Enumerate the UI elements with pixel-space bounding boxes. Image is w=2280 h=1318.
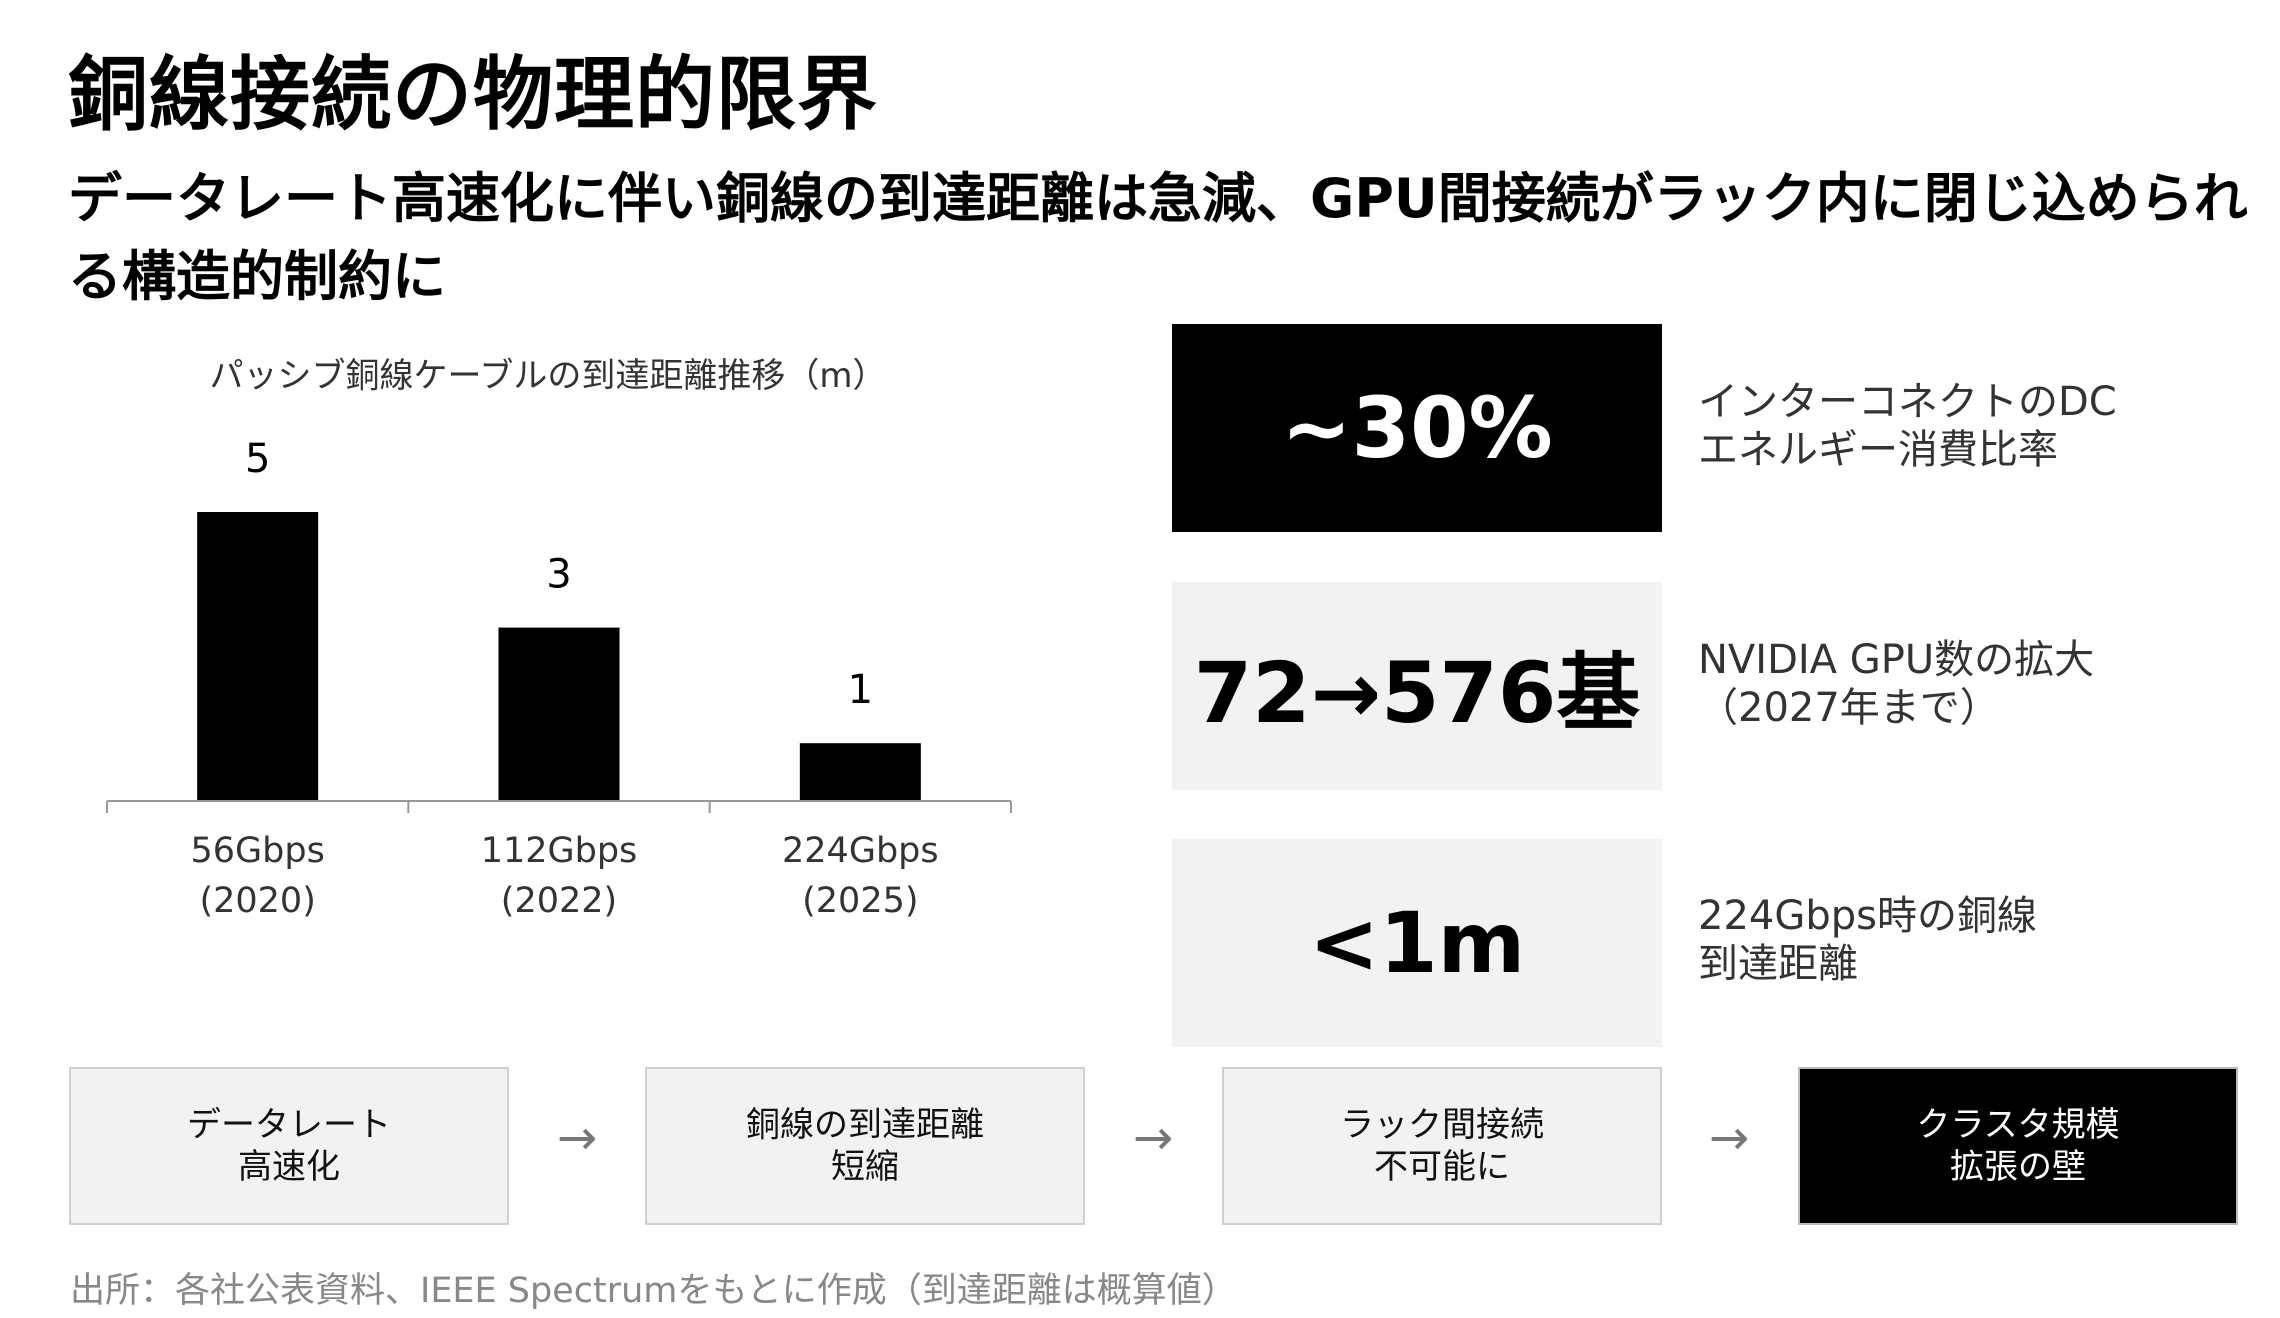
flow-line: 高速化 (238, 1147, 340, 1187)
page-subtitle: データレート高速化に伴い銅線の到達距離は急減、GPU間接続がラック内に閉じ込めら… (68, 167, 2248, 308)
bar (799, 743, 921, 801)
x-tick-label: 112Gbps (481, 831, 638, 871)
stat-box-gpu: 72→576基 (1172, 582, 1662, 790)
flow-line: 不可能に (1374, 1147, 1510, 1187)
stat-value: <1m (1308, 894, 1526, 992)
stat-desc-energy: インターコネクトのDC エネルギー消費比率 (1698, 379, 2117, 473)
data-label: 5 (245, 436, 270, 482)
flow-line: データレート (187, 1105, 391, 1145)
stat-box-energy: ~30% (1172, 324, 1662, 532)
flow-step-3: ラック間接続 不可能に (1222, 1067, 1662, 1225)
flow-line: 銅線の到達距離 (746, 1105, 984, 1145)
flow-line: ラック間接続 (1340, 1105, 1544, 1145)
x-tick-label: (2022) (501, 881, 617, 921)
flow-step-4: クラスタ規模 拡張の壁 (1798, 1067, 2238, 1225)
data-label: 1 (848, 667, 873, 713)
x-tick-label: (2025) (802, 881, 918, 921)
data-label: 3 (546, 552, 571, 598)
arrow-right-icon: → (1132, 1110, 1174, 1166)
stat-desc-gpu: NVIDIA GPU数の拡大 （2027年まで） (1698, 637, 2095, 731)
flow-step-1: データレート 高速化 (69, 1067, 509, 1225)
flow-step-2: 銅線の到達距離 短縮 (645, 1067, 1085, 1225)
stat-value: 72→576基 (1193, 643, 1641, 742)
stat-desc-reach: 224Gbps時の銅線 到達距離 (1698, 893, 2037, 987)
flow-line: クラスタ規模 (1916, 1105, 2120, 1145)
x-tick-label: (2020) (199, 881, 315, 921)
page-title: 銅線接続の物理的限界 (68, 48, 878, 141)
flow-line: 拡張の壁 (1950, 1147, 2086, 1187)
source-footnote: 出所：各社公表資料、IEEE Spectrumをもとに作成（到達距離は概算値） (70, 1271, 1237, 1311)
chart-title: パッシブ銅線ケーブルの到達距離推移（m） (209, 356, 887, 396)
stat-box-reach: <1m (1172, 839, 1662, 1047)
bar-chart: 5 56Gbps (2020) 3 112Gbps (2022) 1 224Gbps (2025… (106, 436, 1012, 921)
bar (498, 627, 620, 801)
x-tick-label: 224Gbps (782, 831, 939, 871)
arrow-right-icon: → (1708, 1110, 1750, 1166)
x-tick-label: 56Gbps (191, 831, 325, 871)
bar (197, 512, 319, 801)
flow-line: 短縮 (831, 1147, 899, 1187)
arrow-right-icon: → (556, 1110, 598, 1166)
stat-value: ~30% (1281, 379, 1553, 477)
